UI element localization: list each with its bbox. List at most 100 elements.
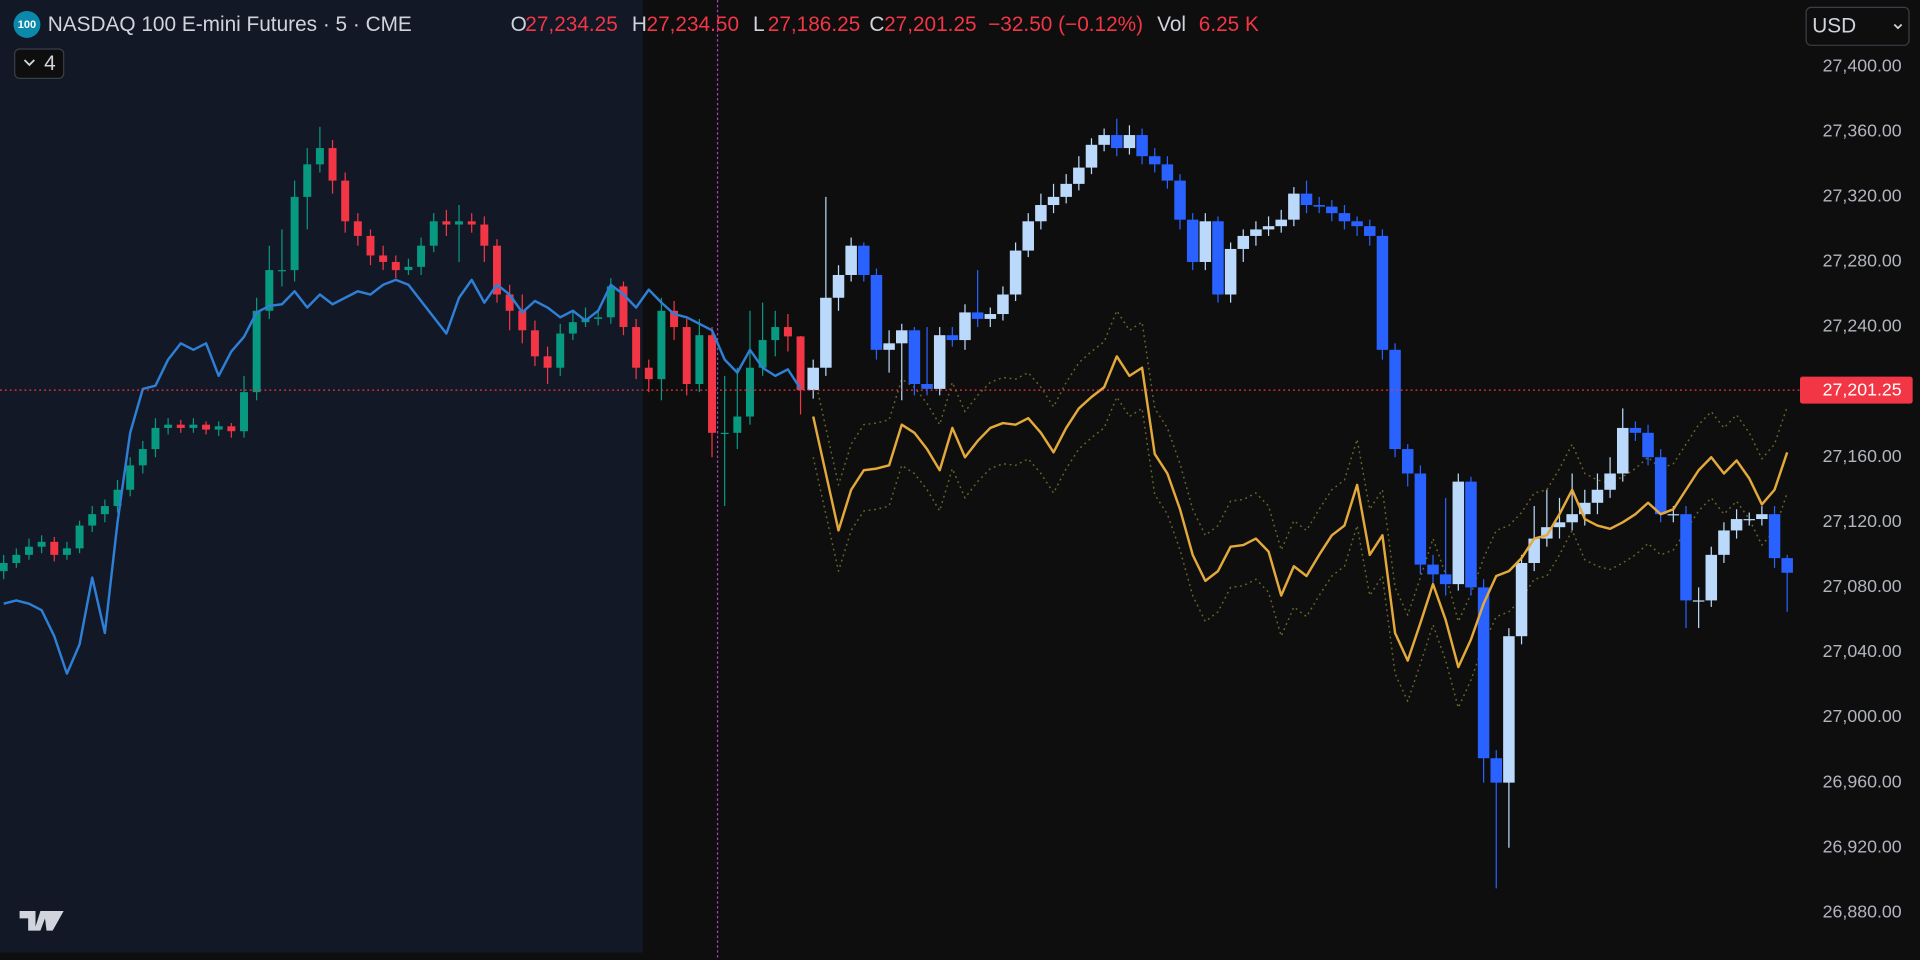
- candle-body: [328, 148, 337, 181]
- candle-body: [0, 562, 8, 572]
- candle-body: [1439, 574, 1452, 585]
- candle-body: [1364, 226, 1376, 236]
- y-tick-label: 27,240.00: [1823, 316, 1902, 336]
- candle-body: [1591, 489, 1604, 503]
- candle-body: [758, 340, 767, 368]
- y-tick-label: 27,040.00: [1823, 641, 1902, 661]
- band-line: [812, 310, 1788, 623]
- candle-body: [594, 317, 603, 319]
- y-tick-label: 26,960.00: [1823, 771, 1902, 791]
- candle-body: [1452, 481, 1465, 585]
- candle-body: [556, 333, 565, 368]
- candle-body: [353, 221, 362, 236]
- candle-body: [1262, 226, 1275, 230]
- candle-body: [126, 465, 135, 490]
- candle-body: [733, 416, 742, 433]
- band-line: [812, 396, 1788, 709]
- candle-body: [858, 245, 870, 275]
- candle-body: [480, 224, 489, 246]
- indicator-toggle-box[interactable]: [14, 48, 65, 79]
- candle-body: [1414, 473, 1427, 565]
- candle-body: [1148, 156, 1161, 165]
- candle-body: [442, 221, 451, 225]
- candle-body: [1541, 527, 1553, 539]
- candle-body: [1667, 514, 1680, 516]
- candle-body: [62, 548, 71, 555]
- legend-header: 100 NASDAQ 100 E-mini Futures · 5 · CME …: [13, 11, 1259, 38]
- candle-body: [695, 335, 704, 384]
- ohlc-key: H: [632, 13, 647, 36]
- candle-body: [1389, 349, 1401, 450]
- candle-body: [720, 432, 729, 435]
- y-tick-label: 27,320.00: [1823, 186, 1902, 206]
- candle-body: [341, 180, 350, 222]
- y-tick-label: 27,280.00: [1823, 251, 1902, 271]
- candle-body: [1237, 235, 1250, 249]
- candle-body: [644, 367, 653, 380]
- candle-body: [1376, 235, 1389, 350]
- candle-body: [1730, 519, 1743, 531]
- candle-body: [1528, 538, 1540, 563]
- candle-body: [12, 554, 21, 563]
- candle-body: [895, 330, 908, 344]
- candle-body: [1199, 221, 1212, 262]
- candle-body: [820, 297, 832, 368]
- candle-body: [37, 541, 46, 547]
- candle-body: [883, 343, 895, 350]
- candle-body: [1300, 193, 1313, 206]
- symbol-title[interactable]: NASDAQ 100 E-mini Futures · 5 · CME: [48, 13, 412, 36]
- candle-body: [164, 424, 173, 428]
- candle-body: [467, 221, 476, 225]
- ohlc-value: 27,234.25: [525, 13, 618, 36]
- ohlc-key: O: [511, 13, 527, 36]
- candle-body: [366, 235, 375, 256]
- candle-body: [543, 356, 552, 368]
- candle-body: [1654, 457, 1667, 515]
- plot-area: [0, 118, 1800, 889]
- indicator-toggle[interactable]: 4: [14, 48, 65, 79]
- candle-body: [1313, 205, 1325, 207]
- candle-body: [1275, 219, 1287, 227]
- candle-body: [113, 489, 122, 507]
- candle-body: [1401, 449, 1414, 474]
- currency-selector[interactable]: USD: [1805, 6, 1910, 46]
- candle-body: [1566, 514, 1578, 523]
- ohlc-value: 27,234.50: [647, 13, 740, 36]
- candle-body: [530, 330, 539, 357]
- candle-body: [1756, 514, 1768, 520]
- candle-body: [1465, 481, 1477, 588]
- candle-body: [908, 330, 921, 384]
- candle-body: [997, 294, 1009, 315]
- candle-body: [176, 424, 185, 428]
- candle-body: [151, 427, 160, 450]
- currency-box[interactable]: [1805, 6, 1910, 46]
- candle-body: [429, 221, 438, 246]
- y-tick-label: 27,400.00: [1823, 55, 1902, 75]
- candle-body: [1553, 522, 1566, 528]
- candle-body: [959, 312, 971, 341]
- candle-body: [870, 274, 883, 350]
- volume: 6.25 K: [1199, 13, 1259, 36]
- candle-body: [202, 424, 211, 430]
- ohlc-value: 27,201.25: [884, 13, 977, 36]
- candle-body: [290, 196, 299, 271]
- candle-body: [832, 274, 845, 298]
- ohlc-key: C: [869, 13, 884, 36]
- candle-body: [1288, 193, 1300, 220]
- candle-body: [771, 327, 780, 341]
- candle-body: [1515, 562, 1528, 637]
- candle-body: [379, 255, 388, 262]
- y-tick-label: 27,080.00: [1823, 576, 1902, 596]
- candle-body: [796, 336, 805, 391]
- logo: [19, 911, 64, 931]
- candle-body: [807, 367, 819, 391]
- candle-body: [568, 322, 577, 334]
- candle-body: [1022, 221, 1034, 251]
- y-tick-label: 26,920.00: [1823, 836, 1902, 856]
- candle-body: [921, 384, 933, 389]
- candle-body: [138, 449, 147, 466]
- candle-body: [682, 327, 691, 384]
- candle-body: [1326, 206, 1338, 214]
